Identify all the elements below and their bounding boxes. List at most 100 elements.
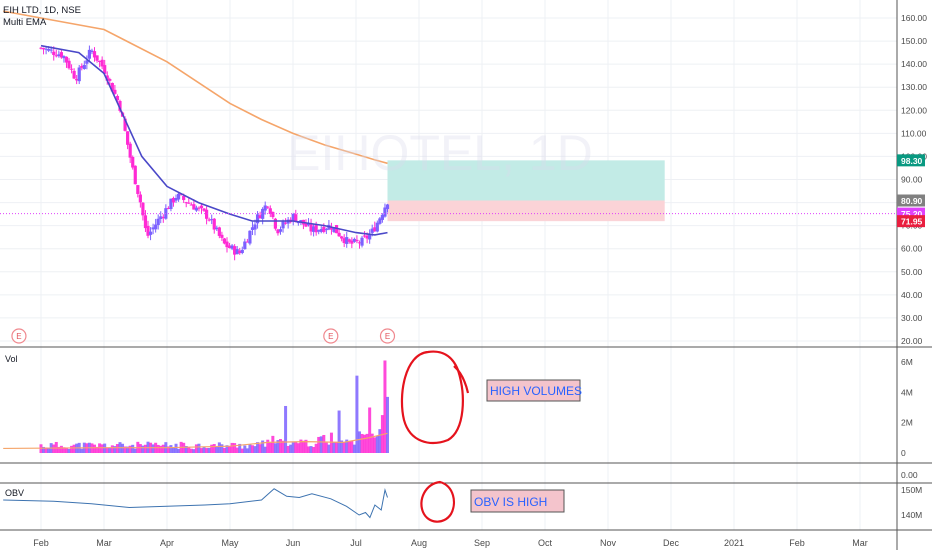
volume-bar[interactable] <box>161 444 165 453</box>
candle-body[interactable] <box>202 208 206 211</box>
candle-body[interactable] <box>59 52 63 58</box>
candle-body[interactable] <box>215 227 219 230</box>
candle-body[interactable] <box>253 224 257 230</box>
candle-body[interactable] <box>146 225 150 236</box>
candle-body[interactable] <box>77 67 81 82</box>
candle-body[interactable] <box>258 215 262 219</box>
candle-body[interactable] <box>205 209 209 219</box>
volume-bar[interactable] <box>64 448 68 453</box>
volume-bar[interactable] <box>352 444 356 453</box>
candle-body[interactable] <box>350 240 354 244</box>
candle-body[interactable] <box>57 54 61 57</box>
candle-body[interactable] <box>276 229 280 234</box>
candle-body[interactable] <box>375 222 379 232</box>
volume-bar[interactable] <box>347 441 351 453</box>
volume-bar[interactable] <box>322 434 326 453</box>
candle-body[interactable] <box>220 234 224 238</box>
volume-bar[interactable] <box>383 360 387 453</box>
volume-bar[interactable] <box>271 435 275 453</box>
volume-bar[interactable] <box>192 449 196 453</box>
candle-body[interactable] <box>174 197 178 201</box>
volume-bar[interactable] <box>248 444 252 453</box>
volume-bar[interactable] <box>197 443 201 453</box>
volume-bar[interactable] <box>368 407 372 454</box>
candle-body[interactable] <box>151 227 155 230</box>
volume-bar[interactable] <box>52 444 56 453</box>
volume-bar[interactable] <box>309 446 313 453</box>
candle-body[interactable] <box>322 226 326 232</box>
volume-bar[interactable] <box>177 448 181 453</box>
candle-body[interactable] <box>207 219 211 221</box>
candle-body[interactable] <box>197 207 201 209</box>
candle-body[interactable] <box>250 227 255 230</box>
candle-body[interactable] <box>108 79 112 81</box>
candle-body[interactable] <box>52 51 56 55</box>
candle-body[interactable] <box>54 55 58 57</box>
candle-body[interactable] <box>365 235 369 239</box>
obv-pane[interactable] <box>3 488 388 519</box>
volume-bar[interactable] <box>182 442 186 453</box>
volume-bar[interactable] <box>261 440 265 453</box>
volume-bar[interactable] <box>184 446 188 453</box>
volume-bar[interactable] <box>72 444 76 453</box>
candle-body[interactable] <box>370 228 374 233</box>
candle-body[interactable] <box>337 232 341 237</box>
volume-bar[interactable] <box>268 442 272 453</box>
earnings-marker[interactable] <box>11 328 27 344</box>
volume-bar[interactable] <box>365 433 369 453</box>
candle-body[interactable] <box>128 143 132 158</box>
volume-bar[interactable] <box>220 444 224 453</box>
candle-body[interactable] <box>148 231 153 235</box>
candle-body[interactable] <box>138 194 142 203</box>
target-zone[interactable] <box>387 160 665 201</box>
volume-bar[interactable] <box>363 434 367 453</box>
candle-body[interactable] <box>75 78 79 81</box>
candle-body[interactable] <box>133 165 137 185</box>
volume-bar[interactable] <box>296 443 300 453</box>
volume-bar[interactable] <box>230 442 234 453</box>
candle-body[interactable] <box>243 241 247 250</box>
volume-bar[interactable] <box>108 447 112 453</box>
candle-body[interactable] <box>123 118 127 131</box>
candle-body[interactable] <box>105 75 109 81</box>
volume-bar[interactable] <box>62 447 66 453</box>
candle-body[interactable] <box>210 219 214 221</box>
volume-bar[interactable] <box>299 439 303 453</box>
candle-body[interactable] <box>194 207 199 211</box>
volume-bar[interactable] <box>378 429 382 453</box>
candle-body[interactable] <box>97 61 102 63</box>
volume-bar[interactable] <box>314 443 318 453</box>
volume-bar[interactable] <box>375 435 379 453</box>
candle-body[interactable] <box>324 229 328 231</box>
volume-bar[interactable] <box>212 444 216 453</box>
candle-body[interactable] <box>217 227 221 236</box>
earnings-marker[interactable] <box>323 328 339 344</box>
volume-bar[interactable] <box>243 445 247 453</box>
volume-bar[interactable] <box>138 444 142 453</box>
volume-bar[interactable] <box>228 446 232 453</box>
volume-bar[interactable] <box>263 446 267 453</box>
candle-body[interactable] <box>368 234 372 240</box>
volume-bar[interactable] <box>281 440 285 453</box>
candle-body[interactable] <box>69 68 74 70</box>
volume-bar[interactable] <box>110 445 114 453</box>
volume-bar[interactable] <box>113 446 117 453</box>
candle-body[interactable] <box>39 47 43 49</box>
volume-bar[interactable] <box>327 444 331 453</box>
volume-bar[interactable] <box>123 446 127 453</box>
volume-bar[interactable] <box>200 448 204 453</box>
candle-body[interactable] <box>373 227 377 232</box>
volume-bar[interactable] <box>194 444 198 453</box>
candle-body[interactable] <box>299 220 303 223</box>
price-axis[interactable]: Feb Mar Apr May Jun Jul Aug Sep Oct Nov Dec 2021 Feb… <box>33 13 927 548</box>
earnings-marker[interactable] <box>379 328 396 344</box>
candle-body[interactable] <box>187 202 191 204</box>
candle-body[interactable] <box>314 225 318 233</box>
volume-bar[interactable] <box>207 447 211 453</box>
volume-bar[interactable] <box>294 441 298 453</box>
symbol-title[interactable]: EIH LTD, 1D, NSE <box>3 5 81 16</box>
candle-body[interactable] <box>118 100 122 111</box>
candle-body[interactable] <box>184 202 188 204</box>
candle-body[interactable] <box>357 242 362 244</box>
volume-bar[interactable] <box>370 433 374 453</box>
